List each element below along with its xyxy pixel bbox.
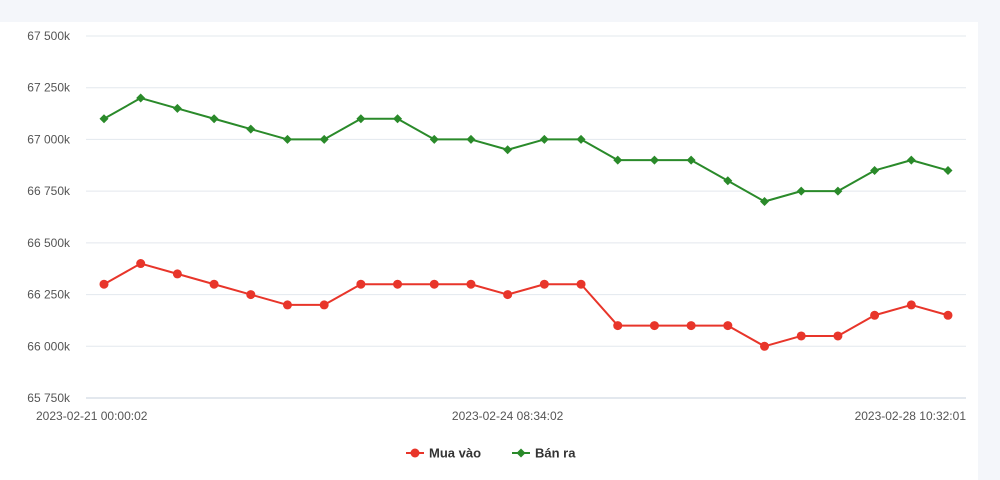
data-point [466, 279, 476, 289]
y-tick-label: 66 000k [27, 339, 71, 353]
data-point [686, 321, 696, 331]
data-point [319, 300, 329, 310]
data-point [429, 134, 439, 144]
data-point [99, 114, 109, 124]
data-point [282, 300, 292, 310]
legend-marker[interactable] [516, 448, 526, 458]
y-tick-label: 65 750k [27, 391, 71, 405]
data-point [393, 279, 403, 289]
data-point [172, 269, 182, 279]
data-point [943, 310, 953, 320]
data-point [246, 290, 256, 300]
chart-card [0, 22, 978, 480]
data-point [906, 300, 916, 310]
data-point [319, 134, 329, 144]
data-point [429, 279, 439, 289]
data-point [209, 279, 219, 289]
y-tick-label: 67 500k [27, 29, 71, 43]
data-point [833, 186, 843, 196]
y-tick-label: 66 500k [27, 236, 71, 250]
data-point [723, 321, 733, 331]
data-point [393, 114, 403, 124]
data-point [466, 134, 476, 144]
data-point [796, 331, 806, 341]
data-point [539, 279, 549, 289]
data-point [576, 279, 586, 289]
data-point [613, 321, 623, 331]
y-tick-label: 66 750k [27, 184, 71, 198]
data-point [209, 114, 219, 124]
data-point [796, 186, 806, 196]
series-line-1 [103, 97, 949, 203]
data-point [136, 259, 146, 269]
data-point [870, 310, 880, 320]
y-tick-label: 67 250k [27, 81, 71, 95]
y-tick-label: 66 250k [27, 288, 71, 302]
data-point [870, 165, 880, 175]
data-point [613, 155, 623, 165]
data-point [649, 321, 659, 331]
data-point [760, 196, 770, 206]
data-point [906, 155, 916, 165]
x-tick-label: 2023-02-24 08:34:02 [452, 409, 564, 423]
data-point [282, 134, 292, 144]
data-point [503, 290, 513, 300]
data-point [356, 279, 366, 289]
legend-label[interactable]: Mua vào [429, 446, 481, 461]
data-point [760, 341, 770, 351]
data-point [943, 165, 953, 175]
x-tick-label: 2023-02-28 10:32:01 [855, 409, 967, 423]
data-point [649, 155, 659, 165]
data-point [246, 124, 256, 134]
legend-marker[interactable] [410, 448, 420, 458]
data-point [172, 103, 182, 113]
x-tick-label: 2023-02-21 00:00:02 [36, 409, 148, 423]
series-line-0 [103, 262, 949, 348]
y-tick-label: 67 000k [27, 132, 71, 146]
data-point [723, 176, 733, 186]
legend-label[interactable]: Bán ra [535, 446, 576, 461]
data-point [833, 331, 843, 341]
data-point [503, 145, 513, 155]
data-point [576, 134, 586, 144]
data-point [99, 279, 109, 289]
data-point [539, 134, 549, 144]
data-point [686, 155, 696, 165]
data-point [356, 114, 366, 124]
data-point [136, 93, 146, 103]
